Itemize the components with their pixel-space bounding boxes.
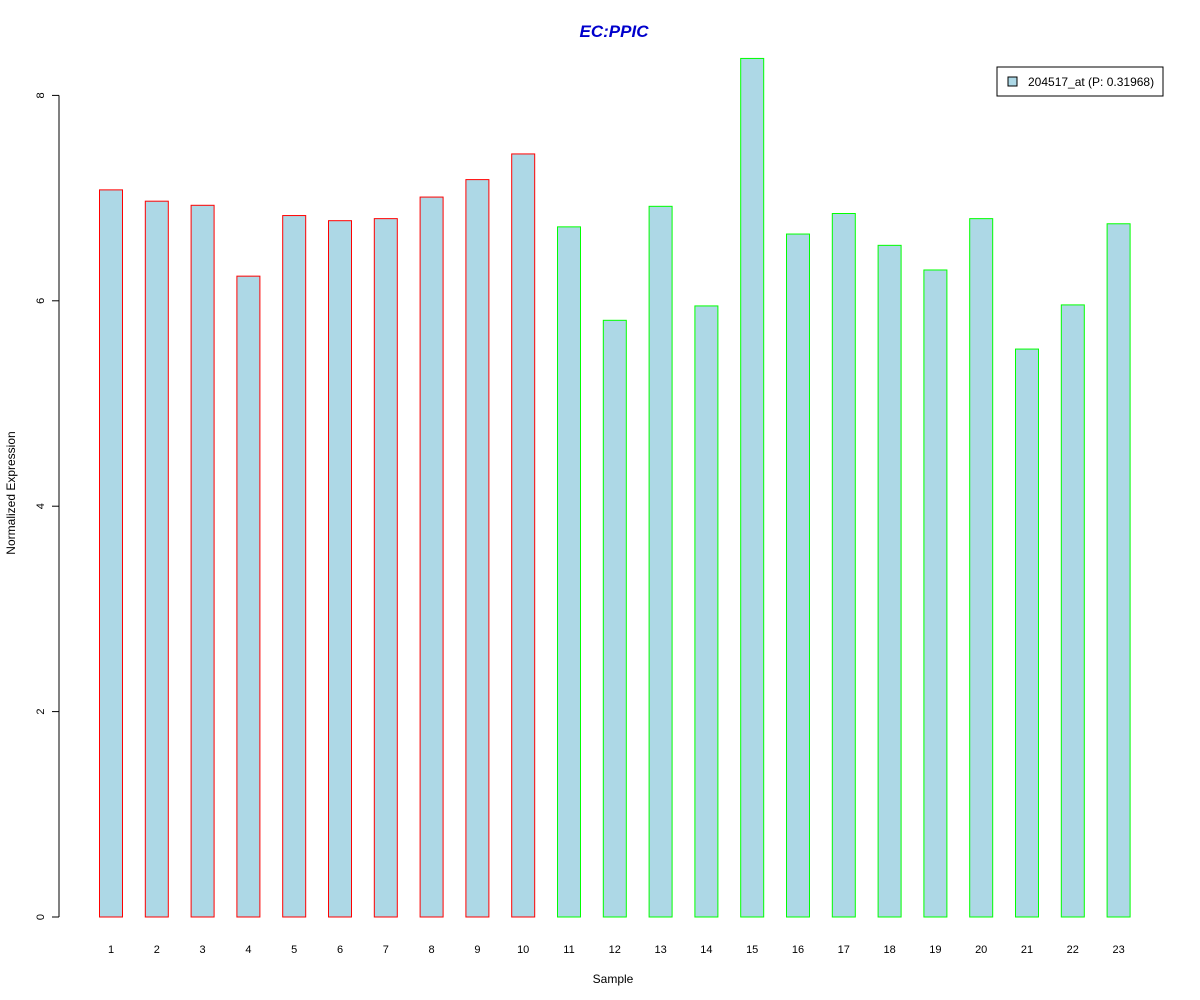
y-axis: 0 2 4 6 8	[35, 92, 60, 920]
y-tick-label: 2	[35, 709, 47, 715]
x-tick-label: 12	[609, 944, 621, 956]
x-tick-label: 11	[563, 944, 574, 956]
bar-sample-19	[923, 269, 948, 918]
x-tick-label: 10	[517, 944, 529, 956]
x-tick-label: 2	[154, 944, 160, 956]
bar-sample-15	[740, 57, 765, 918]
bar-sample-13	[648, 205, 673, 918]
chart-title: EC:PPIC	[580, 22, 650, 41]
bar-sample-21	[1015, 348, 1039, 918]
x-tick-label: 21	[1021, 944, 1033, 956]
x-tick-label: 9	[474, 944, 480, 956]
y-axis-label: Normalized Expression	[4, 431, 18, 554]
bars	[99, 57, 1131, 918]
bar-sample-4	[236, 275, 261, 918]
x-tick-label: 16	[792, 944, 804, 956]
bar-sample-14	[694, 305, 719, 918]
bar-sample-12	[602, 319, 627, 918]
y-tick-label: 0	[35, 914, 47, 920]
bar-sample-5	[282, 215, 307, 918]
x-tick-label: 3	[200, 944, 206, 956]
bar-sample-16	[786, 233, 810, 918]
bar-sample-18	[877, 244, 902, 918]
x-tick-label: 22	[1067, 944, 1079, 956]
legend-label: 204517_at (P: 0.31968)	[1028, 75, 1154, 89]
bar-sample-11	[557, 226, 581, 918]
y-tick-label: 4	[35, 503, 47, 509]
x-tick-label: 23	[1112, 944, 1124, 956]
bar-sample-9	[465, 179, 490, 918]
x-tick-label: 19	[929, 944, 941, 956]
bar-sample-8	[419, 196, 444, 918]
bar-sample-1	[99, 189, 123, 918]
bar-sample-6	[328, 220, 352, 918]
x-tick-label: 8	[429, 944, 435, 956]
y-tick-label: 8	[35, 92, 47, 98]
bar-sample-3	[190, 204, 215, 918]
x-tick-label: 13	[654, 944, 666, 956]
x-tick-label: 18	[883, 944, 895, 956]
bar-sample-22	[1060, 304, 1085, 918]
x-tick-label: 4	[245, 944, 251, 956]
x-tick-label: 17	[838, 944, 850, 956]
legend-box	[996, 66, 1164, 97]
x-axis: 1 2 3 4 5 6 7 8 9 10 11 12 13 14 15 16 17 18 19 20 21 22 23	[108, 944, 1125, 956]
legend: 204517_at (P: 0.31968)	[996, 66, 1164, 97]
x-tick-label: 5	[291, 944, 297, 956]
bar-sample-7	[373, 218, 398, 918]
bar-sample-10	[511, 153, 536, 918]
bar-sample-23	[1106, 223, 1131, 918]
x-tick-label: 6	[337, 944, 343, 956]
y-tick-label: 6	[35, 298, 47, 304]
x-axis-label: Sample	[593, 972, 634, 986]
legend-swatch	[1007, 76, 1018, 87]
x-tick-label: 15	[746, 944, 758, 956]
bar-sample-2	[144, 200, 169, 918]
x-tick-label: 1	[108, 944, 114, 956]
bar-sample-17	[831, 213, 856, 918]
x-tick-label: 20	[975, 944, 987, 956]
x-tick-label: 7	[383, 944, 389, 956]
x-tick-label: 14	[700, 944, 712, 956]
bar-sample-20	[969, 218, 994, 918]
